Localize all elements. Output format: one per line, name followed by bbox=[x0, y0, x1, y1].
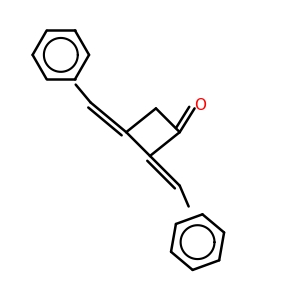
Text: O: O bbox=[194, 98, 206, 113]
